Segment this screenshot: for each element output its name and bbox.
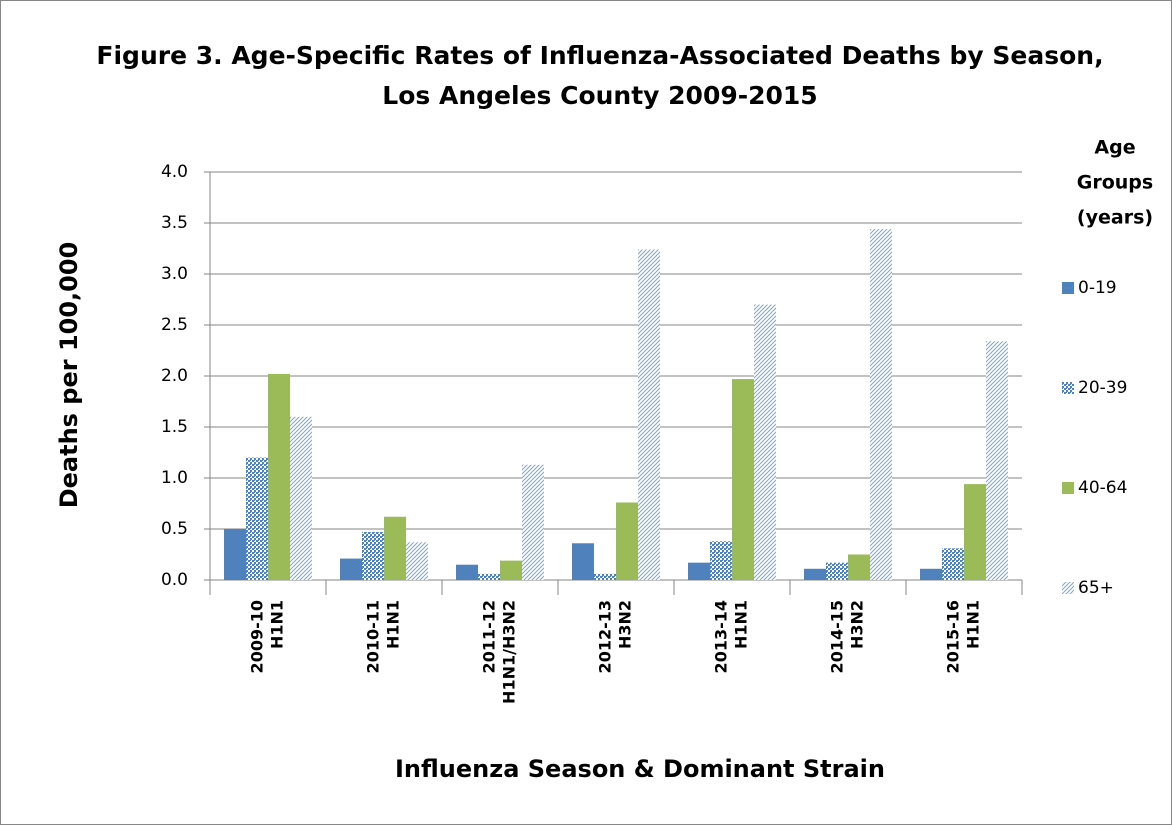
legend-swatch xyxy=(1062,382,1074,394)
bar xyxy=(594,573,616,580)
legend-label: 20-39 xyxy=(1078,378,1127,398)
x-tick-label: 2011-12 xyxy=(480,600,499,673)
x-tick-label: H1N1/H3N2 xyxy=(500,600,519,704)
bar xyxy=(478,573,500,580)
x-axis-title: Influenza Season & Dominant Strain xyxy=(395,755,885,783)
x-tick-label: H3N2 xyxy=(616,600,635,649)
y-axis-title: Deaths per 100,000 xyxy=(55,242,83,509)
y-tick-label: 1.5 xyxy=(161,417,188,437)
bar xyxy=(406,542,428,580)
y-tick-label: 0.0 xyxy=(161,570,188,590)
y-tick-label: 3.5 xyxy=(161,213,188,233)
bar xyxy=(638,249,660,580)
x-tick-label: 2013-14 xyxy=(712,600,731,673)
bar xyxy=(920,568,942,580)
bar xyxy=(848,554,870,580)
bar xyxy=(290,416,312,580)
bar xyxy=(384,516,406,580)
y-tick-label: 1.0 xyxy=(161,468,188,488)
y-tick-label: 4.0 xyxy=(161,162,188,182)
legend-swatch xyxy=(1062,282,1074,294)
bar xyxy=(688,562,710,580)
y-tick-label: 3.0 xyxy=(161,264,188,284)
bar xyxy=(268,373,290,580)
x-tick-label: H1N1 xyxy=(384,600,403,649)
x-tick-label: 2012-13 xyxy=(596,600,615,673)
bar xyxy=(870,229,892,580)
bar xyxy=(964,484,986,580)
bar xyxy=(522,464,544,580)
legend-label: 0-19 xyxy=(1078,278,1117,298)
x-tick-label: 2015-16 xyxy=(944,600,963,673)
x-tick-label: H1N1 xyxy=(964,600,983,649)
bar xyxy=(362,532,384,580)
bar xyxy=(456,564,478,580)
y-tick-label: 0.5 xyxy=(161,519,188,539)
legend-title: Age xyxy=(1094,137,1135,159)
bar xyxy=(246,457,268,580)
x-tick-label: H3N2 xyxy=(848,600,867,649)
legend-title: (years) xyxy=(1077,207,1153,229)
bar xyxy=(710,541,732,580)
bar xyxy=(572,543,594,580)
bar xyxy=(826,562,848,580)
x-tick-label: H1N1 xyxy=(268,600,287,649)
chart-title: Figure 3. Age-Specific Rates of Influenz… xyxy=(96,41,1103,70)
chart-title: Los Angeles County 2009-2015 xyxy=(382,81,817,110)
x-tick-label: 2010-11 xyxy=(364,600,383,673)
bar xyxy=(986,341,1008,580)
legend-swatch xyxy=(1062,482,1074,494)
bar xyxy=(500,560,522,580)
bar xyxy=(732,379,754,580)
x-tick-label: 2014-15 xyxy=(828,600,847,673)
bar xyxy=(754,304,776,580)
x-tick-label: 2009-10 xyxy=(248,600,267,673)
y-tick-label: 2.5 xyxy=(161,315,188,335)
legend-label: 40-64 xyxy=(1078,478,1127,498)
y-tick-label: 2.0 xyxy=(161,366,188,386)
bar xyxy=(942,548,964,580)
legend-title: Groups xyxy=(1077,172,1153,194)
bar xyxy=(804,568,826,580)
bar xyxy=(224,529,246,580)
bar xyxy=(340,558,362,580)
bar xyxy=(616,502,638,580)
legend-label: 65+ xyxy=(1078,578,1114,598)
legend-swatch xyxy=(1062,582,1074,594)
x-tick-label: H1N1 xyxy=(732,600,751,649)
